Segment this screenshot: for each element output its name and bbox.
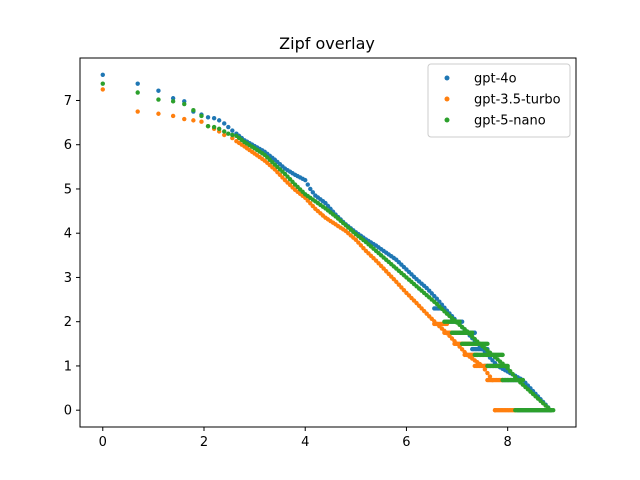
data-point [170, 99, 176, 104]
legend-marker [444, 117, 450, 123]
data-point [305, 182, 310, 187]
y-tick-label: 7 [64, 94, 72, 109]
data-point [485, 341, 490, 347]
data-point [323, 200, 328, 206]
data-point [230, 128, 235, 133]
data-point [156, 97, 161, 102]
data-point [100, 87, 105, 92]
data-point [191, 118, 196, 123]
data-point [222, 129, 227, 134]
data-point [551, 407, 556, 413]
data-point [170, 96, 176, 101]
plot-area [100, 72, 556, 413]
data-point [508, 368, 513, 374]
axes-frame [79, 57, 577, 428]
data-point [520, 377, 526, 383]
x-tick-label: 2 [200, 435, 208, 450]
x-tick-label: 8 [504, 435, 512, 450]
data-point [308, 186, 313, 192]
data-point [485, 370, 490, 376]
x-tick-label: 6 [402, 435, 410, 450]
data-point [470, 330, 475, 335]
data-point [482, 367, 488, 372]
data-point [230, 135, 235, 141]
data-point [222, 121, 227, 126]
data-point [211, 124, 217, 130]
data-point [222, 132, 227, 138]
x-tick-label: 4 [301, 435, 309, 450]
data-point [226, 124, 231, 130]
legend-label: gpt-4o [474, 72, 517, 87]
data-point [182, 116, 187, 122]
y-tick-label: 4 [64, 227, 72, 242]
chart-title: Zipf overlay [279, 34, 375, 53]
legend-marker [444, 75, 450, 81]
data-point [434, 296, 440, 301]
y-tick-label: 1 [64, 359, 72, 374]
data-point [135, 81, 140, 86]
series-2 [100, 81, 556, 413]
data-point [211, 115, 217, 121]
legend-frame [427, 63, 571, 138]
y-tick-label: 3 [64, 271, 72, 286]
data-point [135, 109, 140, 114]
y-tick-label: 6 [64, 138, 72, 153]
x-axis: 0 2 4 6 8 [99, 427, 512, 450]
data-point [230, 132, 235, 138]
data-point [135, 90, 140, 95]
y-tick-label: 0 [64, 404, 72, 419]
data-point [216, 118, 222, 123]
data-point [191, 108, 196, 113]
y-axis: 0 1 2 3 4 5 6 7 [64, 94, 80, 419]
legend-marker [444, 96, 450, 102]
data-point [500, 352, 505, 358]
y-tick-label: 5 [64, 182, 72, 197]
data-point [182, 101, 187, 107]
data-point [205, 123, 211, 129]
data-point [199, 113, 204, 119]
data-point [457, 319, 462, 324]
data-point [100, 72, 105, 78]
x-tick-label: 0 [99, 435, 107, 450]
data-point [490, 358, 495, 363]
data-point [216, 126, 222, 131]
y-tick-label: 2 [64, 315, 72, 330]
data-point [100, 81, 105, 86]
data-point [505, 363, 510, 369]
data-point [170, 113, 176, 119]
data-point [205, 115, 211, 120]
data-point [510, 371, 515, 377]
data-point [156, 88, 161, 93]
data-point [310, 190, 316, 195]
data-point [303, 177, 308, 183]
data-point [199, 119, 204, 124]
legend-label: gpt-5-nano [474, 114, 546, 129]
data-point [156, 111, 161, 116]
data-point [487, 374, 493, 379]
legend: gpt-4o gpt-3.5-turbo gpt-5-nano [427, 63, 571, 138]
legend-label: gpt-3.5-turbo [474, 93, 561, 108]
data-point [226, 131, 231, 136]
